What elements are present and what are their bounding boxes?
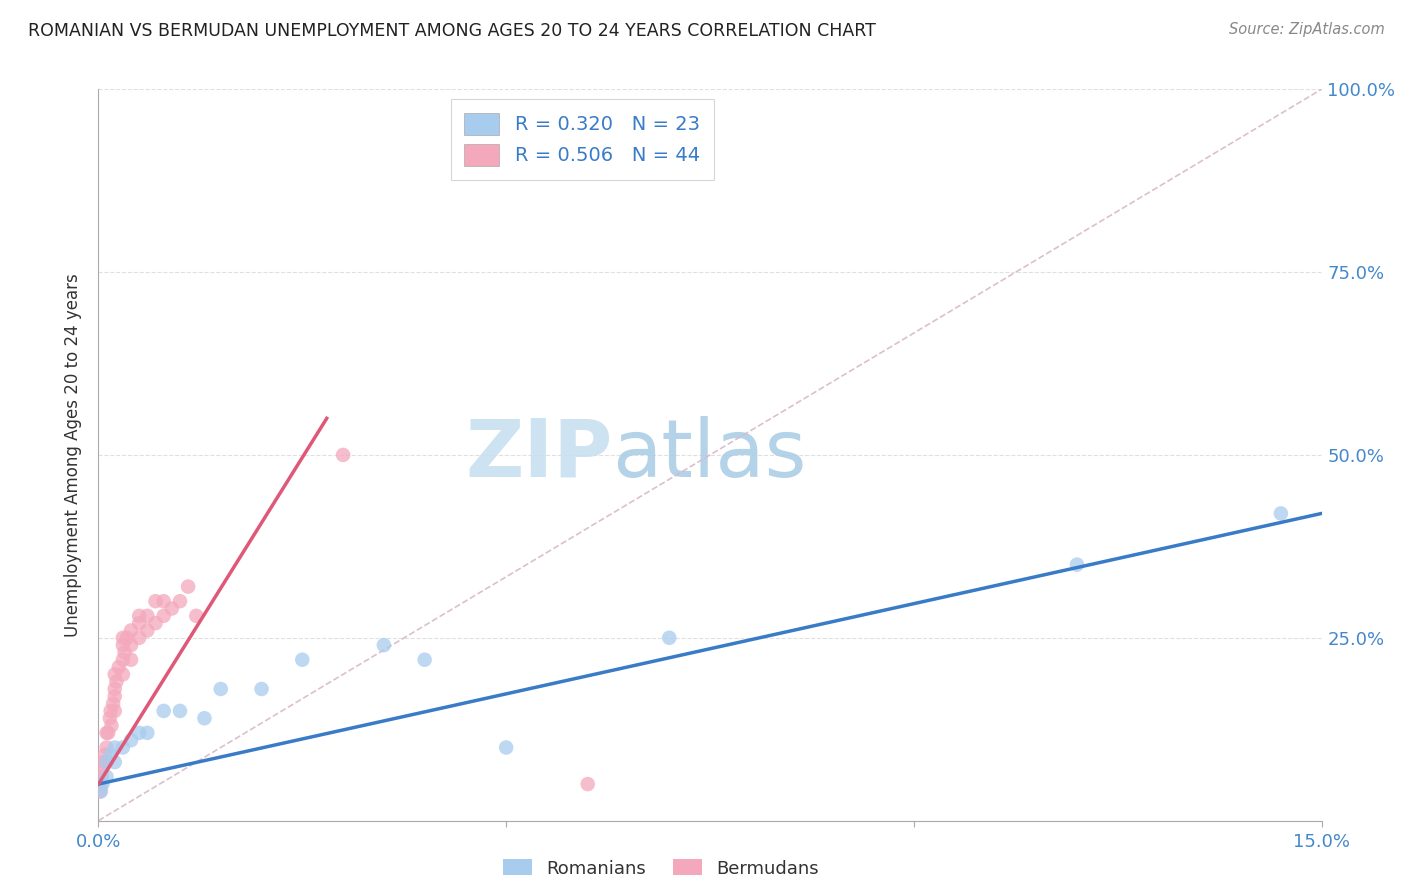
Point — [332, 448, 354, 462]
Point — [100, 718, 122, 732]
Point — [90, 777, 112, 791]
Point — [108, 660, 131, 674]
Point — [128, 726, 150, 740]
Point — [495, 740, 517, 755]
Point — [152, 608, 174, 623]
Point — [115, 631, 138, 645]
Point — [96, 726, 118, 740]
Point — [91, 777, 114, 791]
Legend: Romanians, Bermudans: Romanians, Bermudans — [496, 852, 827, 885]
Point — [111, 638, 134, 652]
Point — [1270, 507, 1292, 521]
Point — [111, 631, 134, 645]
Point — [104, 755, 127, 769]
Point — [98, 711, 121, 725]
Point — [120, 653, 142, 667]
Point — [100, 747, 122, 762]
Point — [120, 624, 142, 638]
Point — [193, 711, 215, 725]
Point — [160, 601, 183, 615]
Point — [209, 681, 232, 696]
Text: atlas: atlas — [612, 416, 807, 494]
Text: Source: ZipAtlas.com: Source: ZipAtlas.com — [1229, 22, 1385, 37]
Point — [104, 740, 127, 755]
Point — [91, 763, 114, 777]
Point — [128, 616, 150, 631]
Point — [120, 733, 142, 747]
Point — [413, 653, 436, 667]
Point — [96, 740, 118, 755]
Point — [128, 631, 150, 645]
Point — [576, 777, 599, 791]
Text: ROMANIAN VS BERMUDAN UNEMPLOYMENT AMONG AGES 20 TO 24 YEARS CORRELATION CHART: ROMANIAN VS BERMUDAN UNEMPLOYMENT AMONG … — [28, 22, 876, 40]
Point — [96, 770, 118, 784]
Point — [111, 740, 134, 755]
Text: ZIP: ZIP — [465, 416, 612, 494]
Point — [136, 624, 159, 638]
Point — [1066, 558, 1088, 572]
Point — [105, 674, 128, 689]
Point — [89, 784, 111, 798]
Point — [186, 608, 208, 623]
Point — [658, 631, 681, 645]
Point — [104, 667, 127, 681]
Point — [101, 697, 124, 711]
Y-axis label: Unemployment Among Ages 20 to 24 years: Unemployment Among Ages 20 to 24 years — [65, 273, 83, 637]
Point — [120, 638, 142, 652]
Point — [152, 704, 174, 718]
Point — [97, 726, 120, 740]
Point — [177, 580, 200, 594]
Point — [145, 616, 167, 631]
Point — [250, 681, 273, 696]
Point — [91, 755, 114, 769]
Point — [104, 681, 127, 696]
Point — [169, 594, 191, 608]
Point — [104, 690, 127, 704]
Point — [169, 704, 191, 718]
Point — [111, 653, 134, 667]
Point — [128, 608, 150, 623]
Point — [100, 704, 122, 718]
Point — [104, 704, 127, 718]
Point — [136, 608, 159, 623]
Point — [136, 726, 159, 740]
Point — [152, 594, 174, 608]
Point — [291, 653, 314, 667]
Point — [90, 784, 112, 798]
Point — [145, 594, 167, 608]
Point — [90, 770, 112, 784]
Point — [94, 747, 117, 762]
Point — [96, 755, 118, 769]
Point — [96, 755, 118, 769]
Point — [373, 638, 395, 652]
Point — [114, 645, 136, 659]
Point — [111, 667, 134, 681]
